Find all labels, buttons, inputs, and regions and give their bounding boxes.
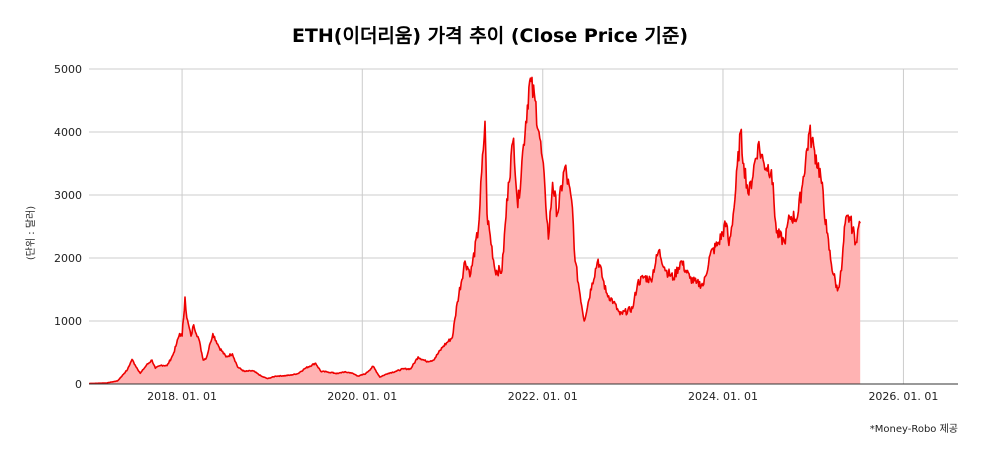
price-fill [89, 77, 861, 385]
x-tick-label: 2022. 01. 01 [508, 390, 578, 403]
x-tick-label: 2020. 01. 01 [327, 390, 397, 403]
x-tick-label: 2024. 01. 01 [688, 390, 758, 403]
x-tick-label: 2018. 01. 01 [147, 390, 217, 403]
y-axis-label: (단위 : 달러) [24, 206, 37, 260]
price-area [89, 76, 861, 385]
y-tick-label: 1000 [54, 315, 82, 328]
y-tick-label: 0 [75, 378, 82, 391]
chart-title: ETH(이더리움) 가격 추이 (Close Price 기준) [292, 25, 688, 47]
y-tick-label: 3000 [54, 189, 82, 202]
y-tick-label: 5000 [54, 63, 82, 76]
y-tick-label: 2000 [54, 252, 82, 265]
price-line [89, 76, 861, 385]
credit-note: *Money-Robo 제공 [870, 423, 958, 435]
y-axis-ticks: 0 1000 2000 3000 4000 5000 [54, 63, 82, 391]
x-axis-ticks: 2018. 01. 01 2020. 01. 01 2022. 01. 01 2024… [147, 390, 938, 403]
y-tick-label: 4000 [54, 126, 82, 139]
x-tick-label: 2026. 01. 01 [868, 390, 938, 403]
